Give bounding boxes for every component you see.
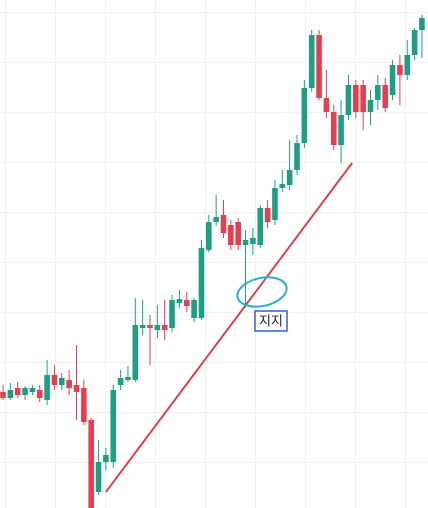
candle-body (132, 325, 139, 380)
candle-body (176, 299, 183, 303)
candle-body (353, 85, 359, 112)
candle-body (411, 30, 418, 55)
candle-body (419, 18, 425, 30)
candle-body (397, 65, 403, 75)
candle-body (14, 388, 21, 395)
candle-body (323, 98, 330, 112)
candle-body (294, 143, 300, 170)
candle-body (382, 85, 388, 108)
candle-body (103, 455, 109, 462)
candle-body (110, 390, 117, 462)
candle-body (59, 378, 65, 385)
candle-body (117, 378, 124, 385)
candle-body (375, 85, 381, 100)
candle-body (213, 217, 219, 222)
candle-body (404, 55, 411, 75)
candle-body (272, 188, 278, 220)
candle-body (389, 65, 396, 95)
candle-body (169, 300, 175, 328)
candle-body (250, 238, 256, 244)
candle-body (338, 115, 344, 145)
candle-body (257, 208, 264, 245)
candle-body (360, 85, 366, 112)
candle-body (206, 222, 212, 250)
candle-body (161, 325, 168, 330)
candle-body (345, 85, 352, 115)
support-circle (236, 276, 288, 308)
candle-body (235, 222, 241, 245)
candle-body (95, 462, 102, 492)
candle-body (36, 390, 43, 398)
candle-body (301, 88, 308, 143)
candle-body (0, 392, 6, 398)
candle-body (191, 300, 197, 318)
candle-body (125, 377, 131, 380)
candle-body (73, 385, 80, 392)
candle-body (316, 35, 322, 98)
candle-body (242, 240, 249, 245)
candle-body (88, 420, 94, 508)
candle-body (228, 225, 234, 245)
candle-body (66, 380, 72, 388)
candle-body (183, 300, 190, 306)
candle-body (147, 325, 153, 328)
annotation-box (254, 310, 288, 332)
candle-body (7, 390, 14, 398)
candle-body (44, 375, 50, 400)
candle-body (308, 35, 315, 88)
candle-body (154, 325, 161, 330)
candle-body (139, 325, 146, 328)
annotation-text: 지지 (259, 315, 283, 330)
candle-body (22, 388, 28, 395)
candle-body (279, 184, 286, 188)
candle-body (198, 248, 205, 318)
candle-body (367, 100, 374, 112)
candle-body (29, 388, 36, 392)
candle-body (220, 215, 227, 233)
candle-body (51, 375, 58, 385)
trendline (105, 162, 353, 493)
candle-body (81, 388, 87, 422)
candle-body (330, 112, 337, 145)
candle-body (264, 208, 271, 222)
candle-body (286, 170, 293, 185)
